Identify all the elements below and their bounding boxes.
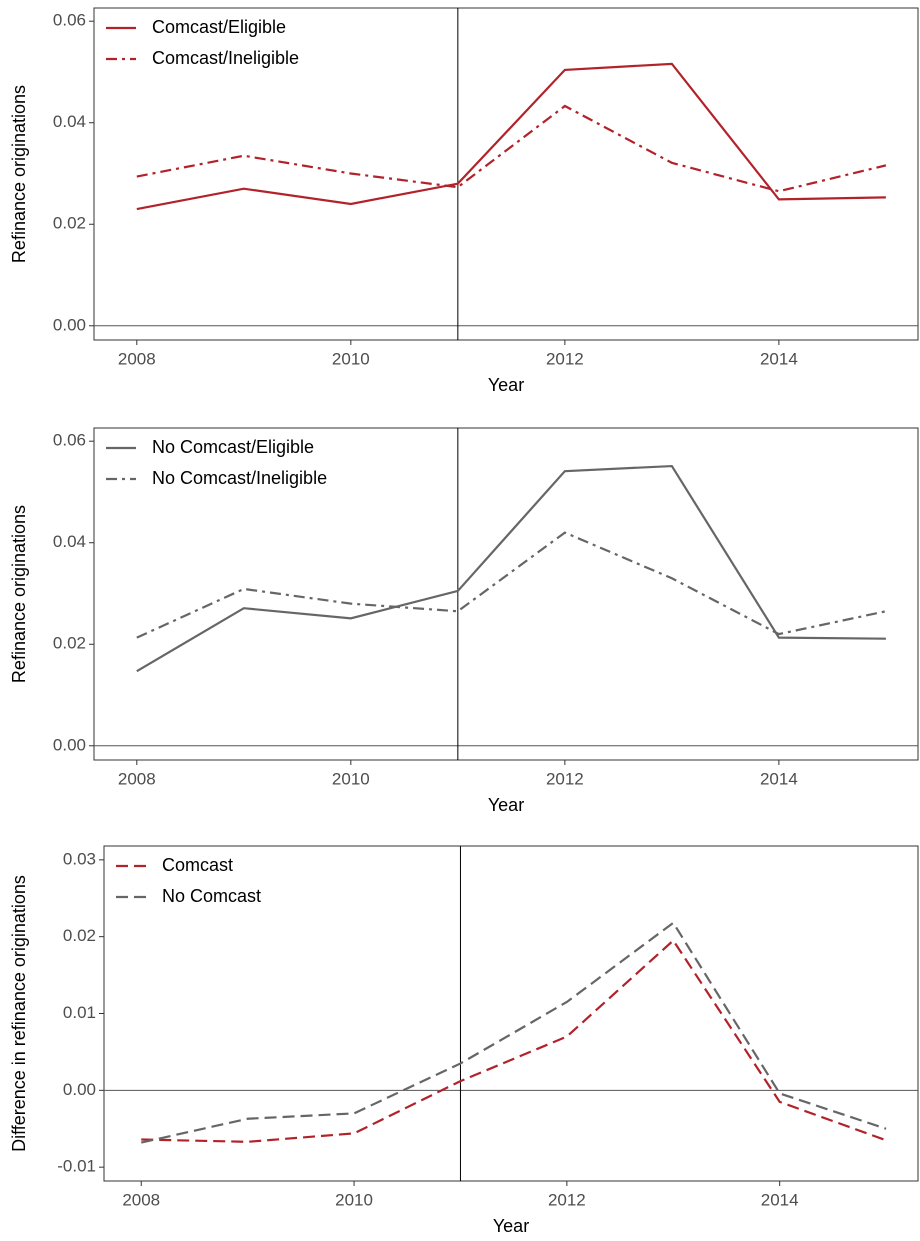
y-tick-label: -0.01	[57, 1157, 96, 1176]
legend-label: No Comcast	[162, 886, 261, 906]
y-tick-label: 0.02	[63, 926, 96, 945]
y-axis-title: Refinance originations	[9, 85, 29, 263]
y-tick-label: 0.02	[53, 634, 86, 653]
x-tick-label: 2008	[118, 349, 156, 368]
y-axis-title: Difference in refinance originations	[9, 875, 29, 1152]
x-axis-title: Year	[488, 795, 524, 815]
x-tick-label: 2014	[760, 349, 798, 368]
legend-label: No Comcast/Ineligible	[152, 468, 327, 488]
series-line	[141, 938, 887, 1143]
x-axis-title: Year	[493, 1216, 529, 1236]
series-line	[141, 921, 887, 1144]
x-tick-label: 2012	[546, 769, 584, 788]
y-tick-label: 0.00	[63, 1080, 96, 1099]
x-tick-label: 2008	[122, 1190, 160, 1209]
y-tick-label: 0.04	[53, 532, 86, 551]
x-tick-label: 2014	[761, 1190, 799, 1209]
x-tick-label: 2008	[118, 769, 156, 788]
legend-label: No Comcast/Eligible	[152, 437, 314, 457]
y-tick-label: 0.02	[53, 214, 86, 233]
plot-border	[93, 427, 919, 761]
x-tick-label: 2012	[546, 349, 584, 368]
series-line	[136, 104, 887, 193]
x-tick-label: 2010	[332, 349, 370, 368]
y-tick-label: 0.00	[53, 735, 86, 754]
x-tick-label: 2014	[760, 769, 798, 788]
series-line	[136, 62, 886, 211]
y-tick-label: 0.01	[63, 1003, 96, 1022]
y-tick-label: 0.03	[63, 849, 96, 868]
y-tick-label: 0.06	[53, 431, 86, 450]
x-tick-label: 2010	[335, 1190, 373, 1209]
x-axis-title: Year	[488, 375, 524, 395]
series-line	[136, 464, 886, 673]
x-tick-label: 2010	[332, 769, 370, 788]
y-tick-label: 0.00	[53, 315, 86, 334]
series-line	[136, 531, 887, 639]
legend-label: Comcast/Eligible	[152, 17, 286, 37]
y-tick-label: 0.04	[53, 112, 86, 131]
y-tick-label: 0.06	[53, 11, 86, 30]
legend-label: Comcast	[162, 855, 233, 875]
x-tick-label: 2012	[548, 1190, 586, 1209]
y-axis-title: Refinance originations	[9, 505, 29, 683]
legend-label: Comcast/Ineligible	[152, 48, 299, 68]
plot-border	[93, 7, 919, 341]
